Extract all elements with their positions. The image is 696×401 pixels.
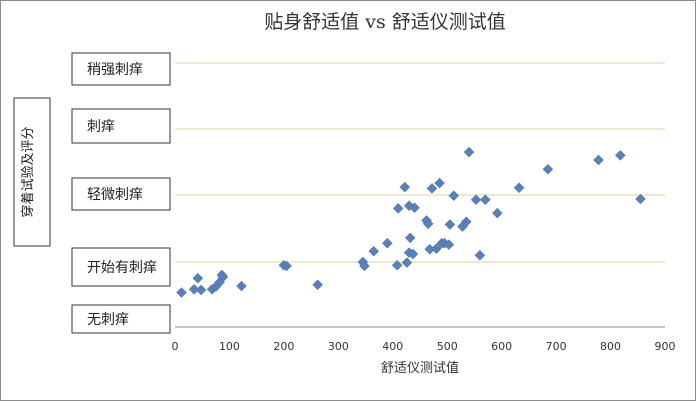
x-tick-600: 600 xyxy=(491,340,512,353)
data-points xyxy=(176,146,646,298)
data-point-16 xyxy=(381,237,393,249)
x-tick-400: 400 xyxy=(382,340,403,353)
data-point-36 xyxy=(448,190,460,202)
category-label-0: 无刺痒 xyxy=(87,312,129,328)
data-point-38 xyxy=(460,216,472,228)
data-point-46 xyxy=(593,154,604,166)
data-point-29 xyxy=(426,183,438,194)
chart-title: 贴身舒适值 vs 舒适仪测试值 xyxy=(264,11,506,33)
y-category-labels: 无刺痒 开始有刺痒 轻微刺痒 刺痒 稍强刺痒 xyxy=(71,52,171,334)
x-tick-0: 0 xyxy=(172,340,179,353)
x-tick-200: 200 xyxy=(273,340,294,353)
category-box-1 xyxy=(71,247,171,287)
gridlines xyxy=(175,62,665,263)
data-point-43 xyxy=(491,207,503,219)
x-tick-labels: 0 100 200 300 400 500 600 700 800 900 xyxy=(172,340,676,353)
data-point-42 xyxy=(479,194,491,206)
data-point-47 xyxy=(615,150,626,161)
category-label-2: 轻微刺痒 xyxy=(87,187,143,203)
data-point-20 xyxy=(401,257,413,269)
data-point-15 xyxy=(368,245,380,257)
data-point-40 xyxy=(470,194,482,206)
data-point-14 xyxy=(359,260,370,272)
category-box-4 xyxy=(71,52,171,86)
x-tick-500: 500 xyxy=(437,340,458,353)
data-point-41 xyxy=(474,249,486,261)
data-point-9 xyxy=(236,280,247,292)
data-point-30 xyxy=(430,243,442,254)
x-tick-300: 300 xyxy=(328,340,349,353)
x-tick-100: 100 xyxy=(219,340,240,353)
y-axis-label-box xyxy=(13,97,51,247)
data-point-45 xyxy=(542,163,554,175)
y-axis-label: 穿着试验及评分 xyxy=(20,126,36,217)
data-point-27 xyxy=(422,218,434,230)
category-label-1: 开始有刺痒 xyxy=(87,260,157,276)
category-box-2 xyxy=(71,177,171,211)
data-point-34 xyxy=(443,239,455,250)
data-point-8 xyxy=(217,271,229,283)
category-label-4: 稍强刺痒 xyxy=(87,62,143,78)
data-point-18 xyxy=(392,203,404,214)
data-point-3 xyxy=(195,284,207,296)
data-point-17 xyxy=(391,259,403,271)
data-point-44 xyxy=(513,182,525,194)
category-box-0 xyxy=(71,304,171,334)
data-point-1 xyxy=(188,283,200,295)
x-tick-900: 900 xyxy=(655,340,676,353)
data-point-23 xyxy=(404,232,416,244)
data-point-24 xyxy=(407,248,419,260)
data-point-35 xyxy=(444,219,456,230)
data-point-39 xyxy=(463,146,475,158)
data-point-25 xyxy=(409,202,420,214)
category-label-3: 刺痒 xyxy=(87,119,115,135)
data-point-19 xyxy=(399,181,411,193)
data-point-12 xyxy=(312,279,323,291)
data-point-2 xyxy=(192,272,204,284)
data-point-48 xyxy=(635,193,646,205)
x-tick-700: 700 xyxy=(546,340,567,353)
x-axis-label: 舒适仪测试值 xyxy=(381,360,459,376)
category-box-3 xyxy=(71,108,171,144)
data-point-0 xyxy=(176,287,187,298)
x-tick-800: 800 xyxy=(600,340,621,353)
data-point-11 xyxy=(281,260,292,272)
data-point-31 xyxy=(434,177,445,189)
